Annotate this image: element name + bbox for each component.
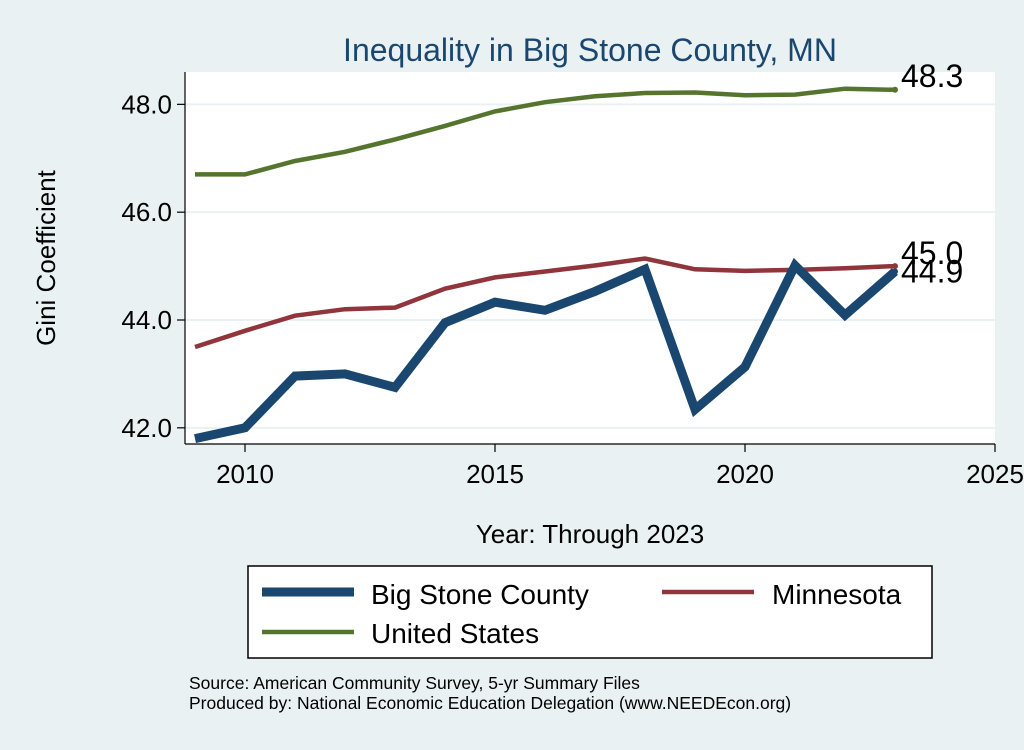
plot-area [185,72,995,444]
series-line-united-states [195,86,896,177]
point-minnesota-2018 [644,258,645,259]
point-minnesota-2009 [194,346,195,347]
axes: 42.0 44.0 46.0 48.0 2010 2015 2020 2025 [121,89,1024,489]
x-tick-label-2: 2020 [716,459,774,489]
point-united-states-2020 [744,95,745,96]
point-minnesota-2022 [844,268,845,269]
end-marker-big-stone-county [892,268,898,275]
point-united-states-2011 [294,160,295,161]
point-minnesota-2020 [744,270,745,271]
point-united-states-2019 [694,92,695,93]
point-united-states-2010 [244,174,245,175]
point-big-stone-county-2021 [794,265,795,266]
point-minnesota-2016 [544,271,545,272]
grid [185,103,995,429]
legend-box [247,565,933,659]
legend-label-big-stone-county: Big Stone County [371,579,589,610]
point-united-states-2015 [494,111,495,112]
point-minnesota-2011 [294,315,295,316]
x-tick-label-1: 2015 [466,459,524,489]
legend-label-minnesota: Minnesota [772,579,902,610]
y-axis-label: Gini Coefficient [31,169,61,346]
point-united-states-2012 [344,151,345,152]
point-minnesota-2012 [344,309,345,310]
point-minnesota-2010 [244,330,245,331]
y-tick-label-3: 48.0 [121,89,172,119]
point-united-states-2014 [444,125,445,126]
producer-line: Produced by: National Economic Education… [189,693,791,713]
point-big-stone-county-2018 [644,269,645,270]
point-big-stone-county-2011 [294,375,295,376]
point-united-states-2022 [844,88,845,89]
point-united-states-2021 [794,94,795,95]
point-united-states-2016 [544,102,545,103]
point-united-states-2017 [594,96,595,97]
point-big-stone-county-2013 [394,387,395,388]
x-tick-label-0: 2010 [216,459,274,489]
point-united-states-2018 [644,92,645,93]
legend: Big Stone County Minnesota United States [247,565,933,659]
point-big-stone-county-2010 [244,427,245,428]
point-united-states-2013 [394,139,395,140]
end-label-united-states: 48.3 [901,58,963,94]
x-tick-label-3: 2025 [966,459,1024,489]
point-minnesota-2013 [394,307,395,308]
point-minnesota-2019 [694,269,695,270]
point-big-stone-county-2016 [544,310,545,311]
x-axis-label: Year: Through 2023 [476,519,704,549]
y-tick-label-0: 42.0 [121,413,172,443]
point-united-states-2009 [194,174,195,175]
end-labels: 48.3 45.044.9 [901,58,963,290]
point-big-stone-county-2017 [594,291,595,292]
legend-label-united-states: United States [371,618,539,649]
point-minnesota-2017 [594,265,595,266]
end-label-minnesota: 45.0 [901,235,963,271]
point-big-stone-county-2014 [444,322,445,323]
point-minnesota-2015 [494,277,495,278]
point-big-stone-county-2012 [344,373,345,374]
source-line: Source: American Community Survey, 5-yr … [189,673,640,693]
series-line-big-stone-county [194,257,898,443]
point-big-stone-county-2009 [194,438,195,439]
point-big-stone-county-2020 [744,366,745,367]
series [194,86,898,443]
end-marker-minnesota [892,263,898,270]
point-big-stone-county-2015 [494,302,495,303]
point-big-stone-county-2019 [694,409,695,410]
point-minnesota-2014 [444,288,445,289]
end-label-big-stone-county: 44.9 [901,253,963,289]
end-marker-united-states [892,86,898,93]
series-line-minnesota [194,256,896,350]
chart-title: Inequality in Big Stone County, MN [343,32,837,68]
y-tick-label-1: 44.0 [121,305,172,335]
point-big-stone-county-2022 [844,315,845,316]
y-tick-label-2: 46.0 [121,197,172,227]
